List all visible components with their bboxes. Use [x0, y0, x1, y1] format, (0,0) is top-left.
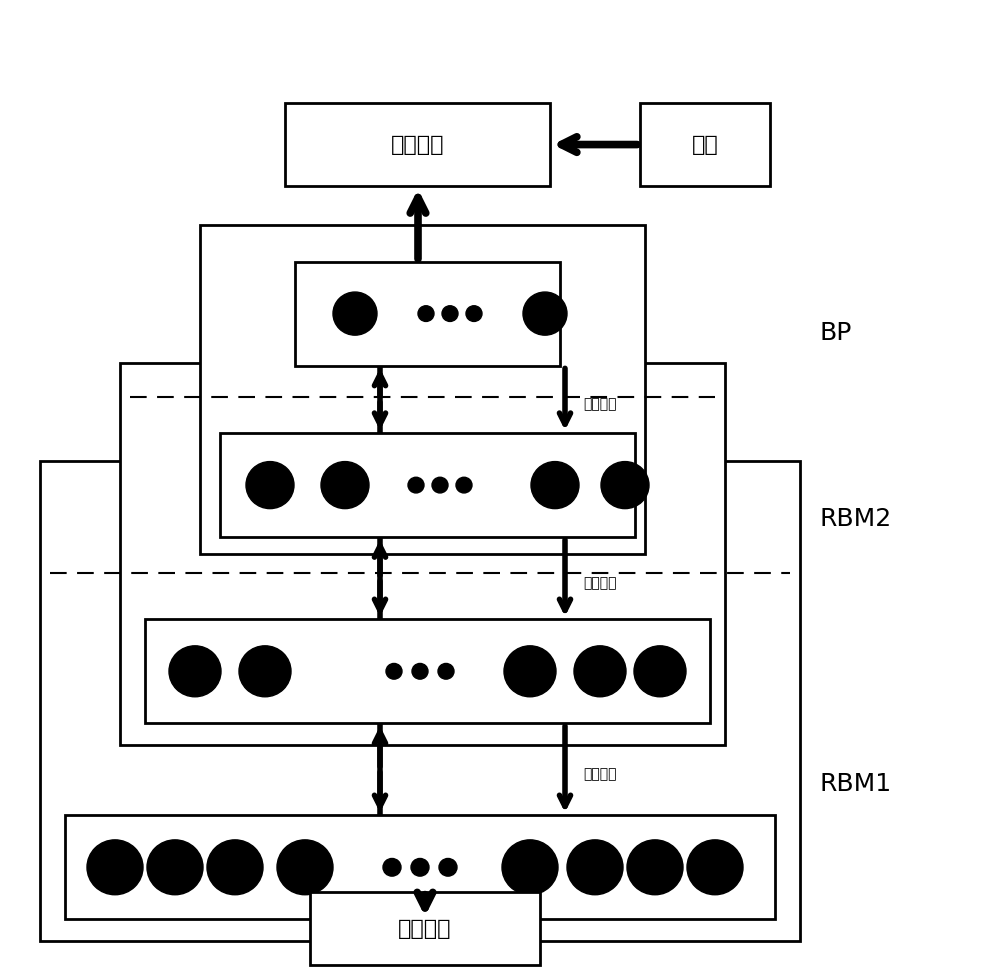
Circle shape [169, 646, 221, 697]
Circle shape [504, 646, 556, 697]
Circle shape [466, 306, 482, 321]
Text: RBM1: RBM1 [820, 772, 892, 796]
Circle shape [147, 840, 203, 895]
Circle shape [239, 646, 291, 697]
Text: 反向微调: 反向微调 [583, 576, 616, 590]
Circle shape [411, 858, 429, 876]
Circle shape [687, 840, 743, 895]
Circle shape [439, 858, 457, 876]
Circle shape [438, 663, 454, 679]
Circle shape [408, 477, 424, 493]
Circle shape [386, 663, 402, 679]
Circle shape [456, 477, 472, 493]
Bar [285, 103, 550, 186]
Circle shape [523, 292, 567, 335]
Text: RBM2: RBM2 [820, 508, 892, 531]
Circle shape [321, 462, 369, 509]
Circle shape [574, 646, 626, 697]
Circle shape [412, 663, 428, 679]
Bar [295, 262, 560, 366]
Bar [220, 433, 635, 537]
Circle shape [442, 306, 458, 321]
Text: BP: BP [820, 321, 852, 345]
Circle shape [333, 292, 377, 335]
Circle shape [246, 462, 294, 509]
Bar [310, 892, 540, 965]
Circle shape [277, 840, 333, 895]
Circle shape [601, 462, 649, 509]
Circle shape [502, 840, 558, 895]
Bar [145, 619, 710, 723]
Bar [40, 461, 800, 941]
Circle shape [627, 840, 683, 895]
Text: 输入数据: 输入数据 [398, 918, 452, 939]
Text: 输出数据: 输出数据 [391, 134, 444, 155]
Text: 标签: 标签 [692, 134, 718, 155]
Circle shape [531, 462, 579, 509]
Circle shape [87, 840, 143, 895]
Bar [120, 363, 725, 745]
Text: 反向微调: 反向微调 [583, 767, 616, 781]
Bar [200, 225, 645, 554]
Circle shape [418, 306, 434, 321]
Circle shape [567, 840, 623, 895]
Circle shape [207, 840, 263, 895]
Text: 反向微调: 反向微调 [583, 397, 616, 412]
Bar [65, 815, 775, 919]
Circle shape [432, 477, 448, 493]
Circle shape [383, 858, 401, 876]
Circle shape [634, 646, 686, 697]
Bar [640, 103, 770, 186]
